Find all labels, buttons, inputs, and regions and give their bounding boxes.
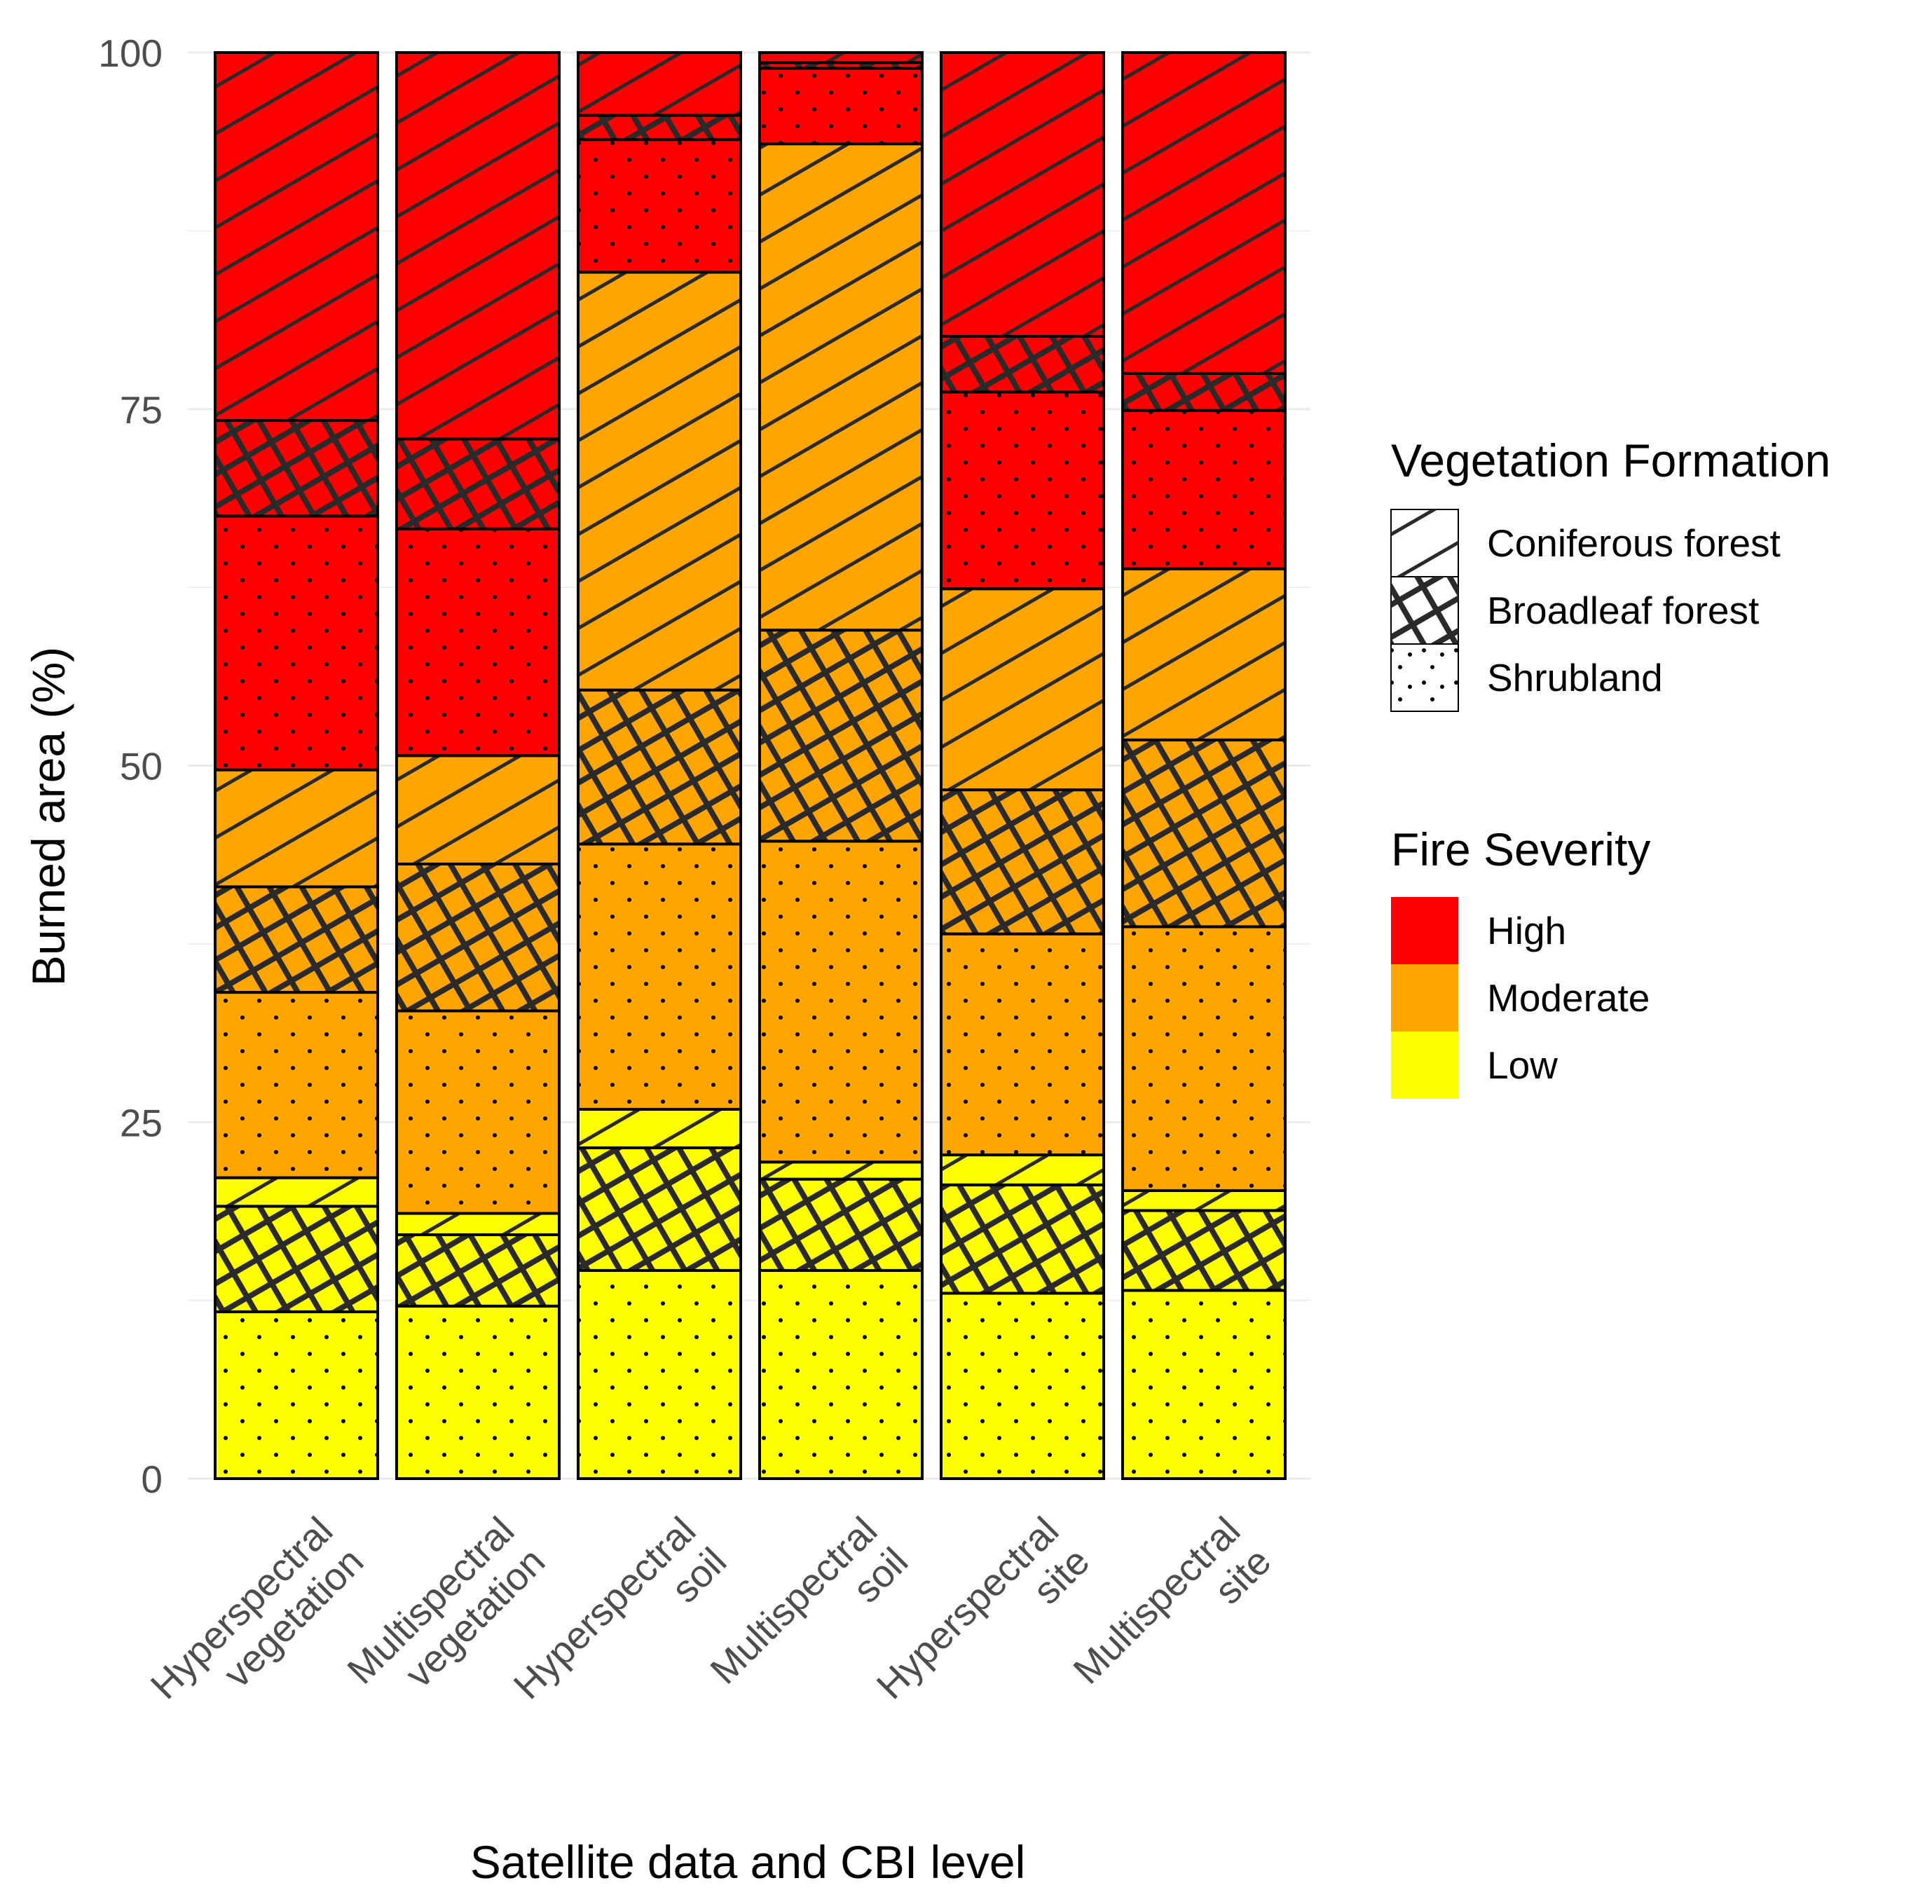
legend: Vegetation Formation Coniferous forest Br… xyxy=(1390,434,1830,1099)
x-tick-label: Hyperspectralsite xyxy=(868,1509,1098,1739)
bar-segment-moderate-broadleaf-forest-pattern xyxy=(940,788,1105,936)
legend-label-coniferous-forest: Coniferous forest xyxy=(1487,521,1781,565)
bar-segment-moderate-broadleaf-forest-pattern xyxy=(214,885,379,994)
legend-key-coniferous-forest-pattern xyxy=(1391,509,1458,577)
bar-segment-moderate-shrubland-pattern xyxy=(214,991,379,1179)
y-axis-title: Burned area (%) xyxy=(22,647,74,986)
bar-segment-low-coniferous-forest-pattern xyxy=(940,1153,1105,1186)
bar-segment-low-coniferous-forest-pattern xyxy=(758,1160,924,1181)
bar-segment-high-broadleaf-forest-pattern xyxy=(395,437,561,530)
x-tick-label: Hyperspectralvegetation xyxy=(142,1509,372,1739)
bar-stack xyxy=(940,51,1105,1480)
bar-segment-low-coniferous-forest-pattern xyxy=(577,1107,742,1149)
bar-segment-low-broadleaf-forest-pattern xyxy=(1121,1209,1287,1292)
bar-segment-high-broadleaf-forest-pattern xyxy=(214,419,379,518)
bar-segment-moderate-coniferous-forest-pattern xyxy=(940,587,1105,792)
bar-stack xyxy=(577,51,742,1480)
legend-label-broadleaf-forest: Broadleaf forest xyxy=(1487,589,1759,632)
bar-segment-moderate-coniferous-forest-pattern xyxy=(1121,567,1287,741)
bar-segment-moderate-coniferous-forest-pattern xyxy=(395,754,561,865)
bar-segment-low-broadleaf-forest-pattern xyxy=(758,1177,924,1272)
bar-segment-high-broadleaf-forest-pattern xyxy=(1121,371,1287,412)
legend-label-moderate: Moderate xyxy=(1487,976,1650,1020)
bar-segment-moderate-shrubland-pattern xyxy=(395,1009,561,1215)
legend-key-moderate xyxy=(1391,964,1458,1032)
y-axis: 0 25 50 75 100 xyxy=(98,32,163,1501)
legend-severity-keys: High Moderate Low xyxy=(1391,897,1650,1099)
bar-segment-moderate-broadleaf-forest-pattern xyxy=(1121,738,1287,929)
bars xyxy=(214,51,1287,1481)
bar-segment-low-coniferous-forest-pattern xyxy=(395,1212,561,1237)
x-tick-label: Multispectralsite xyxy=(1064,1509,1279,1723)
bar-segment-moderate-coniferous-forest-pattern xyxy=(577,270,742,692)
bar-segment-low-shrubland-pattern xyxy=(214,1310,379,1481)
bar-segment-high-coniferous-forest-pattern xyxy=(214,51,379,423)
bar-segment-high-shrubland-pattern xyxy=(577,138,742,274)
legend-key-broadleaf-forest-pattern xyxy=(1391,577,1458,644)
bar-segment-high-coniferous-forest-pattern xyxy=(1121,51,1287,375)
x-axis: HyperspectralvegetationMultispectralvege… xyxy=(142,1509,1280,1739)
bar-stack xyxy=(758,51,924,1480)
bar-segment-low-broadleaf-forest-pattern xyxy=(577,1146,742,1272)
y-tick-label: 25 xyxy=(120,1101,163,1144)
bar-segment-low-broadleaf-forest-pattern xyxy=(395,1233,561,1308)
y-tick-label: 75 xyxy=(120,388,163,432)
bar-segment-moderate-broadleaf-forest-pattern xyxy=(577,688,742,846)
bar-segment-low-shrubland-pattern xyxy=(577,1268,742,1480)
bar-segment-low-shrubland-pattern xyxy=(758,1268,924,1480)
bar-stack xyxy=(1121,51,1287,1480)
bar-segment-high-shrubland-pattern xyxy=(758,67,924,146)
bar-segment-moderate-shrubland-pattern xyxy=(758,840,924,1164)
bar-segment-moderate-shrubland-pattern xyxy=(577,842,742,1111)
bar-segment-low-broadleaf-forest-pattern xyxy=(214,1205,379,1313)
bar-segment-moderate-shrubland-pattern xyxy=(1121,925,1287,1192)
bar-segment-high-shrubland-pattern xyxy=(940,390,1105,591)
bar-segment-high-coniferous-forest-pattern xyxy=(577,51,742,117)
x-axis-title: Satellite data and CBI level xyxy=(470,1836,1025,1888)
x-tick-label: Hyperspectralsoil xyxy=(505,1509,735,1739)
y-tick-label: 100 xyxy=(98,32,163,75)
bar-segment-moderate-coniferous-forest-pattern xyxy=(758,142,924,632)
bar-segment-moderate-shrubland-pattern xyxy=(940,932,1105,1157)
y-tick-label: 0 xyxy=(141,1458,163,1501)
bar-stack xyxy=(395,51,561,1481)
legend-key-high xyxy=(1391,897,1458,964)
bar-segment-high-broadleaf-forest-pattern xyxy=(577,114,742,142)
bar-segment-moderate-coniferous-forest-pattern xyxy=(214,768,379,889)
legend-severity-title: Fire Severity xyxy=(1391,823,1650,875)
legend-key-shrubland-pattern xyxy=(1391,644,1458,711)
legend-label-low: Low xyxy=(1487,1043,1558,1087)
bar-segment-high-shrubland-pattern xyxy=(1121,409,1287,570)
bar-segment-low-shrubland-pattern xyxy=(940,1292,1105,1480)
bar-segment-high-shrubland-pattern xyxy=(395,527,561,758)
bar-segment-low-coniferous-forest-pattern xyxy=(1121,1189,1287,1212)
bar-segment-high-shrubland-pattern xyxy=(214,514,379,772)
bar-segment-high-coniferous-forest-pattern xyxy=(940,51,1105,338)
bar-stack xyxy=(214,51,379,1481)
bar-segment-low-coniferous-forest-pattern xyxy=(214,1176,379,1208)
legend-formation-keys: Coniferous forest Broadleaf forest Shrubla… xyxy=(1390,509,1781,712)
bar-segment-high-coniferous-forest-pattern xyxy=(758,51,924,64)
legend-label-shrubland: Shrubland xyxy=(1487,656,1663,699)
bar-segment-low-shrubland-pattern xyxy=(395,1304,561,1481)
bar-segment-low-shrubland-pattern xyxy=(1121,1289,1287,1480)
bar-segment-high-coniferous-forest-pattern xyxy=(395,51,561,441)
bar-segment-high-broadleaf-forest-pattern xyxy=(940,334,1105,394)
legend-label-high: High xyxy=(1487,909,1566,952)
y-tick-label: 50 xyxy=(120,745,163,788)
legend-key-low xyxy=(1391,1032,1458,1099)
bar-segment-low-broadleaf-forest-pattern xyxy=(940,1183,1105,1295)
legend-formation-title: Vegetation Formation xyxy=(1391,434,1830,486)
bar-segment-moderate-broadleaf-forest-pattern xyxy=(395,862,561,1013)
bar-segment-moderate-broadleaf-forest-pattern xyxy=(758,629,924,843)
